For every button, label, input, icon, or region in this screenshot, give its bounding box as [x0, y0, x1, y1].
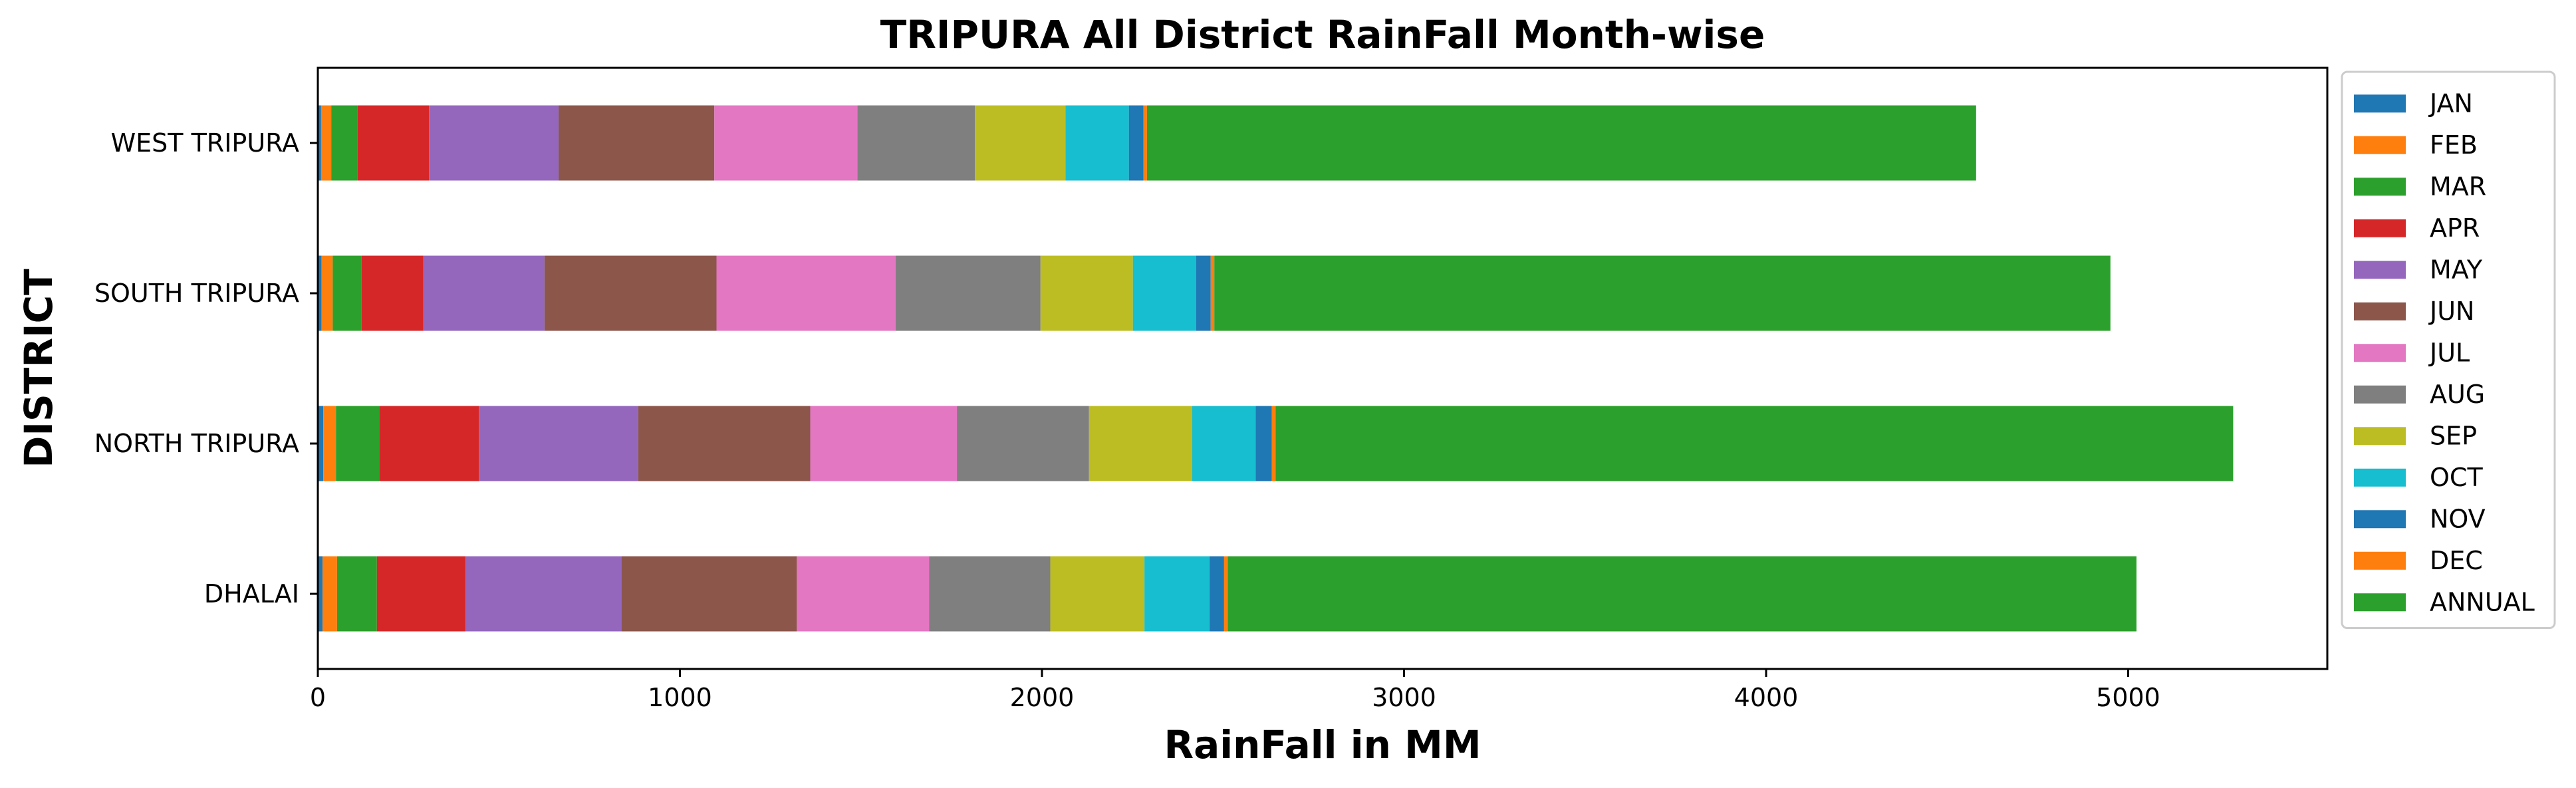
- x-tick-label: 5000: [2096, 683, 2160, 712]
- bar-dhalai-dec: [1224, 556, 1228, 632]
- x-tick-label: 4000: [1734, 683, 1799, 712]
- bar-west-tripura-jan: [318, 105, 321, 181]
- legend-swatch-nov: [2354, 510, 2406, 529]
- bar-north-tripura-mar: [336, 406, 380, 481]
- legend-swatch-oct: [2354, 468, 2406, 487]
- legend-swatch-may: [2354, 261, 2406, 279]
- legend-swatch-jan: [2354, 94, 2406, 113]
- bar-west-tripura-jul: [714, 105, 858, 181]
- x-tick-label: 0: [310, 683, 326, 712]
- bar-dhalai-jun: [621, 556, 797, 632]
- legend-label-annual: ANNUAL: [2430, 587, 2535, 616]
- bar-west-tripura-jun: [559, 105, 715, 181]
- bar-north-tripura-apr: [379, 406, 479, 481]
- bar-west-tripura-sep: [975, 105, 1066, 181]
- bar-north-tripura-sep: [1089, 406, 1192, 481]
- bar-south-tripura-oct: [1132, 255, 1196, 331]
- legend: JAN FEB MAR APR MAY JUN JUL AUG SEP OCT NOV DEC ANNU…: [2341, 70, 2556, 629]
- legend-label-may: MAY: [2430, 255, 2483, 284]
- bar-north-tripura-nov: [1255, 406, 1272, 481]
- plot-frame: [317, 66, 2329, 670]
- bar-south-tripura-jul: [716, 255, 896, 331]
- legend-label-jul: JUL: [2428, 338, 2470, 367]
- bar-south-tripura-aug: [896, 255, 1041, 331]
- x-axis-ticks: 0 1000 2000 3000 4000 5000: [310, 669, 2160, 712]
- bar-south-tripura-annual: [1214, 255, 2111, 331]
- y-tick-label-west-tripura: WEST TRIPURA: [111, 128, 299, 158]
- legend-label-sep: SEP: [2430, 421, 2477, 450]
- bar-west-tripura-aug: [857, 105, 975, 181]
- legend-swatch-apr: [2354, 219, 2406, 237]
- chart-title: TRIPURA All District RainFall Month-wise: [880, 12, 1765, 57]
- legend-swatch-mar: [2354, 178, 2406, 196]
- bar-west-tripura-feb: [321, 105, 332, 181]
- x-tick-label: 1000: [648, 683, 712, 712]
- legend-swatch-dec: [2354, 551, 2406, 570]
- legend-swatch-sep: [2354, 427, 2406, 446]
- legend-label-mar: MAR: [2430, 172, 2486, 201]
- bar-south-tripura-jun: [544, 255, 717, 331]
- bar-south-tripura-may: [423, 255, 545, 331]
- bar-west-tripura-apr: [357, 105, 430, 181]
- y-axis-ticks: DHALAI NORTH TRIPURA SOUTH TRIPURA WEST TRI…: [94, 128, 318, 608]
- bar-west-tripura-oct: [1065, 105, 1129, 181]
- bar-dhalai-nov: [1210, 556, 1224, 632]
- bar-dhalai-jul: [797, 556, 930, 632]
- bar-dhalai-aug: [929, 556, 1051, 632]
- bar-north-tripura-may: [479, 406, 638, 481]
- bar-north-tripura-aug: [957, 406, 1089, 481]
- bar-dhalai-feb: [322, 556, 337, 632]
- legend-frame: [2341, 70, 2556, 629]
- bar-dhalai-sep: [1050, 556, 1145, 632]
- bar-north-tripura-dec: [1271, 406, 1276, 481]
- legend-swatch-jul: [2354, 344, 2406, 362]
- bar-west-tripura-dec: [1143, 105, 1147, 181]
- bar-west-tripura-nov: [1128, 105, 1144, 181]
- legend-label-dec: DEC: [2430, 546, 2483, 575]
- bar-north-tripura-jan: [318, 406, 324, 481]
- bar-dhalai-may: [465, 556, 622, 632]
- bar-south-tripura-feb: [321, 255, 333, 331]
- legend-label-apr: APR: [2430, 213, 2480, 243]
- legend-label-nov: NOV: [2430, 504, 2486, 533]
- bar-south-tripura-dec: [1210, 255, 1215, 331]
- bar-south-tripura-nov: [1196, 255, 1211, 331]
- legend-label-jun: JUN: [2428, 297, 2474, 326]
- bars-group: [318, 105, 2234, 632]
- legend-label-feb: FEB: [2430, 130, 2478, 160]
- bar-west-tripura-annual: [1146, 105, 1976, 181]
- bar-north-tripura-jun: [638, 406, 811, 481]
- bar-dhalai-mar: [336, 556, 377, 632]
- bar-south-tripura-apr: [361, 255, 424, 331]
- legend-label-aug: AUG: [2430, 380, 2485, 409]
- bar-south-tripura-jan: [318, 255, 322, 331]
- legend-swatch-annual: [2354, 593, 2406, 612]
- bar-south-tripura-sep: [1040, 255, 1133, 331]
- legend-label-jan: JAN: [2428, 88, 2473, 118]
- legend-label-oct: OCT: [2430, 463, 2483, 492]
- bar-dhalai-annual: [1227, 556, 2137, 632]
- bar-north-tripura-oct: [1192, 406, 1256, 481]
- y-tick-label-north-tripura: NORTH TRIPURA: [94, 429, 299, 458]
- bar-west-tripura-mar: [331, 105, 358, 181]
- x-axis-label: RainFall in MM: [1164, 722, 1481, 767]
- y-tick-label-dhalai: DHALAI: [204, 579, 299, 608]
- y-tick-label-south-tripura: SOUTH TRIPURA: [94, 279, 299, 308]
- bar-north-tripura-jul: [810, 406, 958, 481]
- bar-south-tripura-mar: [332, 255, 362, 331]
- bar-west-tripura-may: [429, 105, 559, 181]
- legend-swatch-jun: [2354, 302, 2406, 321]
- bar-north-tripura-annual: [1275, 406, 2234, 481]
- bar-dhalai-oct: [1144, 556, 1210, 632]
- y-axis-label: DISTRICT: [16, 269, 61, 468]
- bar-dhalai-jan: [318, 556, 323, 632]
- bar-dhalai-apr: [376, 556, 466, 632]
- x-tick-label: 2000: [1010, 683, 1075, 712]
- x-tick-label: 3000: [1372, 683, 1436, 712]
- legend-swatch-aug: [2354, 385, 2406, 404]
- legend-swatch-feb: [2354, 136, 2406, 154]
- bar-north-tripura-feb: [323, 406, 336, 481]
